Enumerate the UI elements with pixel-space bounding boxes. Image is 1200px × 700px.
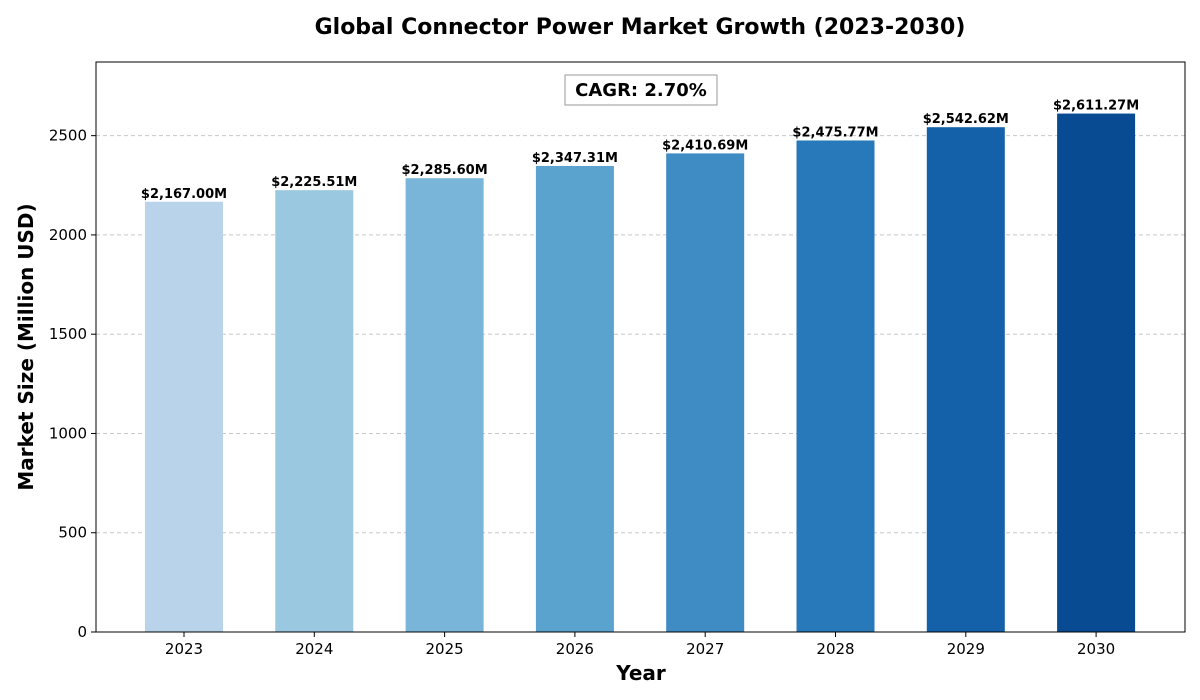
data-label-2026: $2,347.31M: [532, 151, 618, 166]
bar-2023: [145, 201, 223, 632]
data-label-2025: $2,285.60M: [402, 163, 488, 178]
bars: [145, 113, 1136, 632]
y-tick-label: 0: [77, 623, 87, 641]
data-label-2024: $2,225.51M: [271, 175, 357, 190]
grid-lines: [96, 135, 1185, 534]
bar-2029: [926, 127, 1005, 632]
bar-2028: [796, 140, 875, 632]
x-tick-label: 2026: [556, 640, 594, 658]
y-tick-label: 2500: [49, 127, 87, 145]
y-tick-label: 500: [58, 524, 87, 542]
x-axis-label: Year: [615, 661, 666, 685]
bar-2027: [666, 153, 745, 632]
cagr-annotation-box: [564, 74, 718, 106]
x-tick-label: 2027: [686, 640, 724, 658]
x-tick-label: 2025: [426, 640, 464, 658]
x-tick-label: 2030: [1077, 640, 1115, 658]
data-label-2027: $2,410.69M: [662, 138, 748, 153]
bar-2030: [1057, 113, 1136, 632]
x-tick-label: 2023: [165, 640, 203, 658]
data-labels: $2,167.00M $2,225.51M $2,285.60M $2,347.31M…: [141, 99, 1139, 202]
data-label-2023: $2,167.00M: [141, 187, 227, 202]
x-tick-label: 2028: [816, 640, 854, 658]
bar-2024: [275, 190, 354, 632]
x-tick-label: 2029: [947, 640, 985, 658]
cagr-annotation: CAGR: 2.70%: [564, 74, 718, 106]
y-tick-label: 1500: [49, 325, 87, 343]
y-tick-label: 2000: [49, 226, 87, 244]
cagr-annotation-text: CAGR: 2.70%: [575, 80, 707, 101]
chart-title: Global Connector Power Market Growth (20…: [315, 15, 966, 40]
bar-2026: [535, 165, 614, 632]
y-tick-label: 1000: [49, 424, 87, 442]
plot-area-frame: [95, 61, 1186, 633]
x-tick-label: 2024: [295, 640, 333, 658]
bar-2025: [405, 178, 484, 632]
data-label-2029: $2,542.62M: [923, 112, 1009, 127]
y-axis-ticks: 0 500 1000 1500 2000 2500: [49, 127, 96, 641]
y-axis-label: Market Size (Million USD): [14, 203, 38, 490]
data-label-2028: $2,475.77M: [792, 125, 878, 140]
x-axis-ticks: 2023 2024 2025 2026 2027 2028 2029 2030: [165, 632, 1115, 658]
data-label-2030: $2,611.27M: [1053, 99, 1139, 114]
